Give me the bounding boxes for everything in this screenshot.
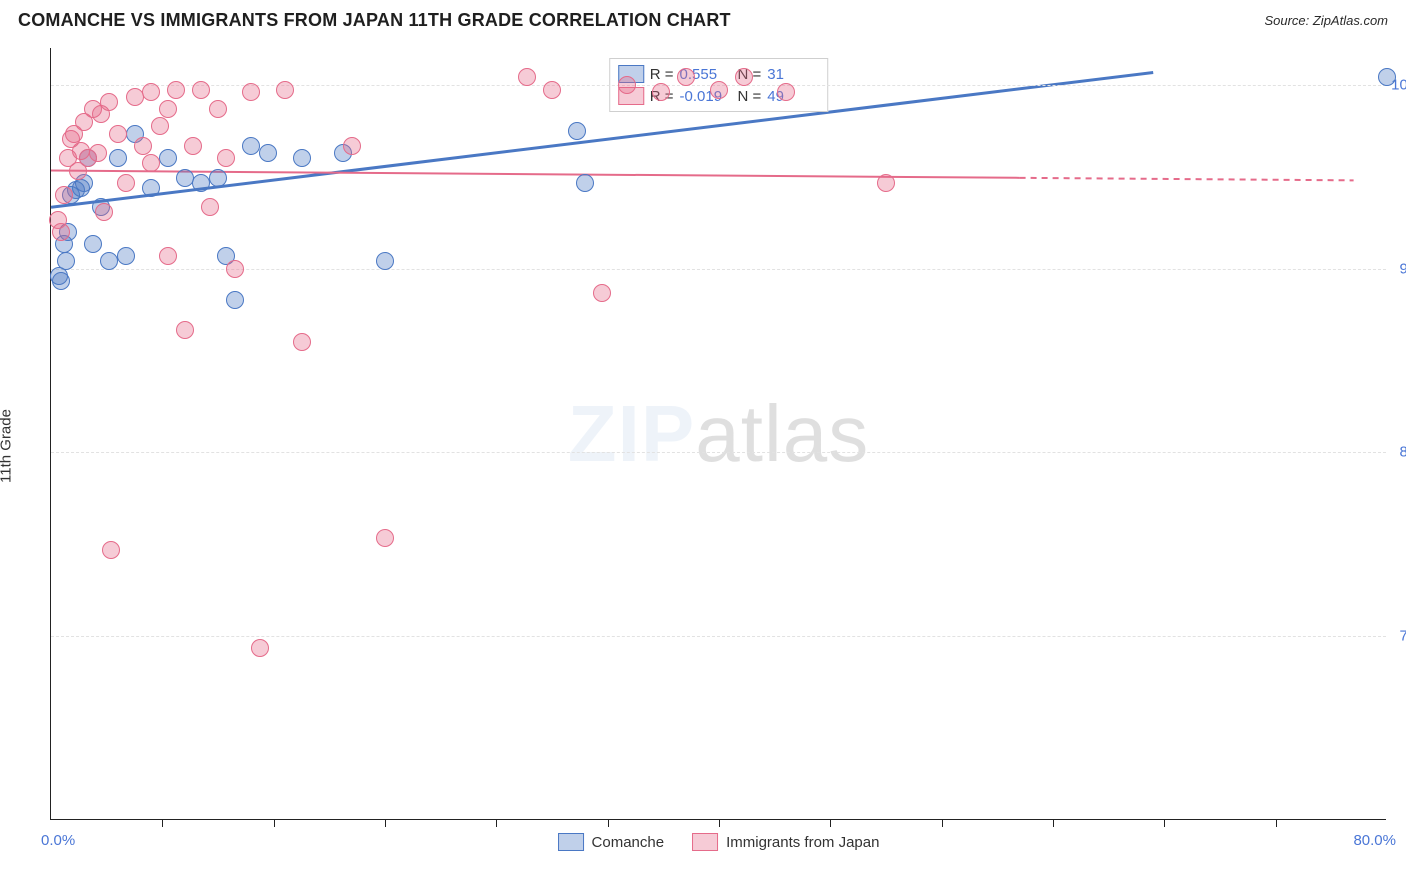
scatter-point-japan bbox=[735, 68, 753, 86]
scatter-point-japan bbox=[142, 154, 160, 172]
watermark-rest: atlas bbox=[695, 389, 869, 478]
scatter-point-japan bbox=[276, 81, 294, 99]
scatter-point-japan bbox=[176, 321, 194, 339]
x-tick bbox=[830, 819, 831, 827]
scatter-point-japan bbox=[167, 81, 185, 99]
scatter-point-comanche bbox=[209, 169, 227, 187]
legend-n-value: 31 bbox=[767, 66, 819, 83]
scatter-point-japan bbox=[877, 174, 895, 192]
scatter-point-japan bbox=[618, 76, 636, 94]
scatter-point-japan bbox=[677, 68, 695, 86]
x-tick bbox=[496, 819, 497, 827]
x-tick bbox=[719, 819, 720, 827]
scatter-point-japan bbox=[159, 100, 177, 118]
y-tick-label: 77.5% bbox=[1386, 628, 1406, 645]
scatter-point-japan bbox=[55, 186, 73, 204]
x-axis-max-label: 80.0% bbox=[1353, 832, 1396, 849]
scatter-point-comanche bbox=[576, 174, 594, 192]
legend-bottom: Comanche Immigrants from Japan bbox=[558, 833, 880, 851]
watermark-zip: ZIP bbox=[568, 389, 695, 478]
scatter-point-japan bbox=[89, 144, 107, 162]
x-tick bbox=[162, 819, 163, 827]
scatter-point-japan bbox=[710, 81, 728, 99]
plot-wrap: ZIPatlas R =0.555N =31R =-0.019N =49 0.0… bbox=[50, 48, 1386, 820]
y-tick-label: 85.0% bbox=[1386, 444, 1406, 461]
x-tick bbox=[1053, 819, 1054, 827]
plot-area: ZIPatlas R =0.555N =31R =-0.019N =49 0.0… bbox=[50, 48, 1386, 820]
scatter-point-japan bbox=[777, 83, 795, 101]
watermark: ZIPatlas bbox=[568, 388, 869, 480]
scatter-point-comanche bbox=[192, 174, 210, 192]
scatter-point-japan bbox=[100, 93, 118, 111]
legend-bottom-item: Comanche bbox=[558, 833, 665, 851]
scatter-point-comanche bbox=[376, 252, 394, 270]
y-tick-label: 92.5% bbox=[1386, 260, 1406, 277]
scatter-point-comanche bbox=[176, 169, 194, 187]
scatter-point-japan bbox=[134, 137, 152, 155]
scatter-point-comanche bbox=[226, 291, 244, 309]
scatter-point-comanche bbox=[100, 252, 118, 270]
scatter-point-japan bbox=[52, 223, 70, 241]
scatter-point-japan bbox=[226, 260, 244, 278]
x-tick bbox=[274, 819, 275, 827]
scatter-point-japan bbox=[95, 203, 113, 221]
x-tick bbox=[1276, 819, 1277, 827]
scatter-point-japan bbox=[109, 125, 127, 143]
scatter-point-japan bbox=[543, 81, 561, 99]
scatter-point-comanche bbox=[159, 149, 177, 167]
scatter-point-japan bbox=[343, 137, 361, 155]
scatter-point-comanche bbox=[52, 272, 70, 290]
scatter-point-comanche bbox=[242, 137, 260, 155]
x-tick bbox=[1164, 819, 1165, 827]
source-attribution: Source: ZipAtlas.com bbox=[1264, 13, 1388, 28]
scatter-point-comanche bbox=[109, 149, 127, 167]
x-tick bbox=[942, 819, 943, 827]
scatter-point-japan bbox=[293, 333, 311, 351]
scatter-point-japan bbox=[652, 83, 670, 101]
scatter-point-japan bbox=[242, 83, 260, 101]
legend-n-label: N = bbox=[738, 88, 762, 105]
legend-series-label: Comanche bbox=[592, 834, 665, 851]
scatter-point-comanche bbox=[259, 144, 277, 162]
gridline-h bbox=[51, 269, 1386, 270]
scatter-point-comanche bbox=[1378, 68, 1396, 86]
scatter-point-japan bbox=[102, 541, 120, 559]
scatter-point-comanche bbox=[117, 247, 135, 265]
legend-swatch bbox=[692, 833, 718, 851]
legend-series-label: Immigrants from Japan bbox=[726, 834, 879, 851]
scatter-point-japan bbox=[201, 198, 219, 216]
scatter-point-japan bbox=[376, 529, 394, 547]
scatter-point-japan bbox=[117, 174, 135, 192]
scatter-point-japan bbox=[151, 117, 169, 135]
header: COMANCHE VS IMMIGRANTS FROM JAPAN 11TH G… bbox=[0, 0, 1406, 37]
x-tick bbox=[385, 819, 386, 827]
scatter-point-japan bbox=[126, 88, 144, 106]
scatter-point-comanche bbox=[293, 149, 311, 167]
gridline-h bbox=[51, 452, 1386, 453]
legend-bottom-item: Immigrants from Japan bbox=[692, 833, 879, 851]
x-axis-min-label: 0.0% bbox=[41, 832, 75, 849]
scatter-point-japan bbox=[209, 100, 227, 118]
legend-r-label: R = bbox=[650, 66, 674, 83]
scatter-point-japan bbox=[593, 284, 611, 302]
legend-swatch bbox=[558, 833, 584, 851]
y-axis-title: 11th Grade bbox=[0, 409, 15, 483]
chart-container: COMANCHE VS IMMIGRANTS FROM JAPAN 11TH G… bbox=[0, 0, 1406, 892]
scatter-point-japan bbox=[184, 137, 202, 155]
scatter-point-japan bbox=[251, 639, 269, 657]
scatter-point-japan bbox=[518, 68, 536, 86]
scatter-point-comanche bbox=[84, 235, 102, 253]
gridline-h bbox=[51, 636, 1386, 637]
trend-line-comanche bbox=[51, 73, 1153, 208]
x-tick bbox=[608, 819, 609, 827]
scatter-point-comanche bbox=[568, 122, 586, 140]
chart-title: COMANCHE VS IMMIGRANTS FROM JAPAN 11TH G… bbox=[18, 10, 731, 31]
scatter-point-comanche bbox=[142, 179, 160, 197]
scatter-point-japan bbox=[159, 247, 177, 265]
trend-line-dashed-japan bbox=[1020, 178, 1354, 181]
scatter-point-japan bbox=[142, 83, 160, 101]
scatter-point-japan bbox=[217, 149, 235, 167]
scatter-point-comanche bbox=[57, 252, 75, 270]
scatter-point-japan bbox=[192, 81, 210, 99]
